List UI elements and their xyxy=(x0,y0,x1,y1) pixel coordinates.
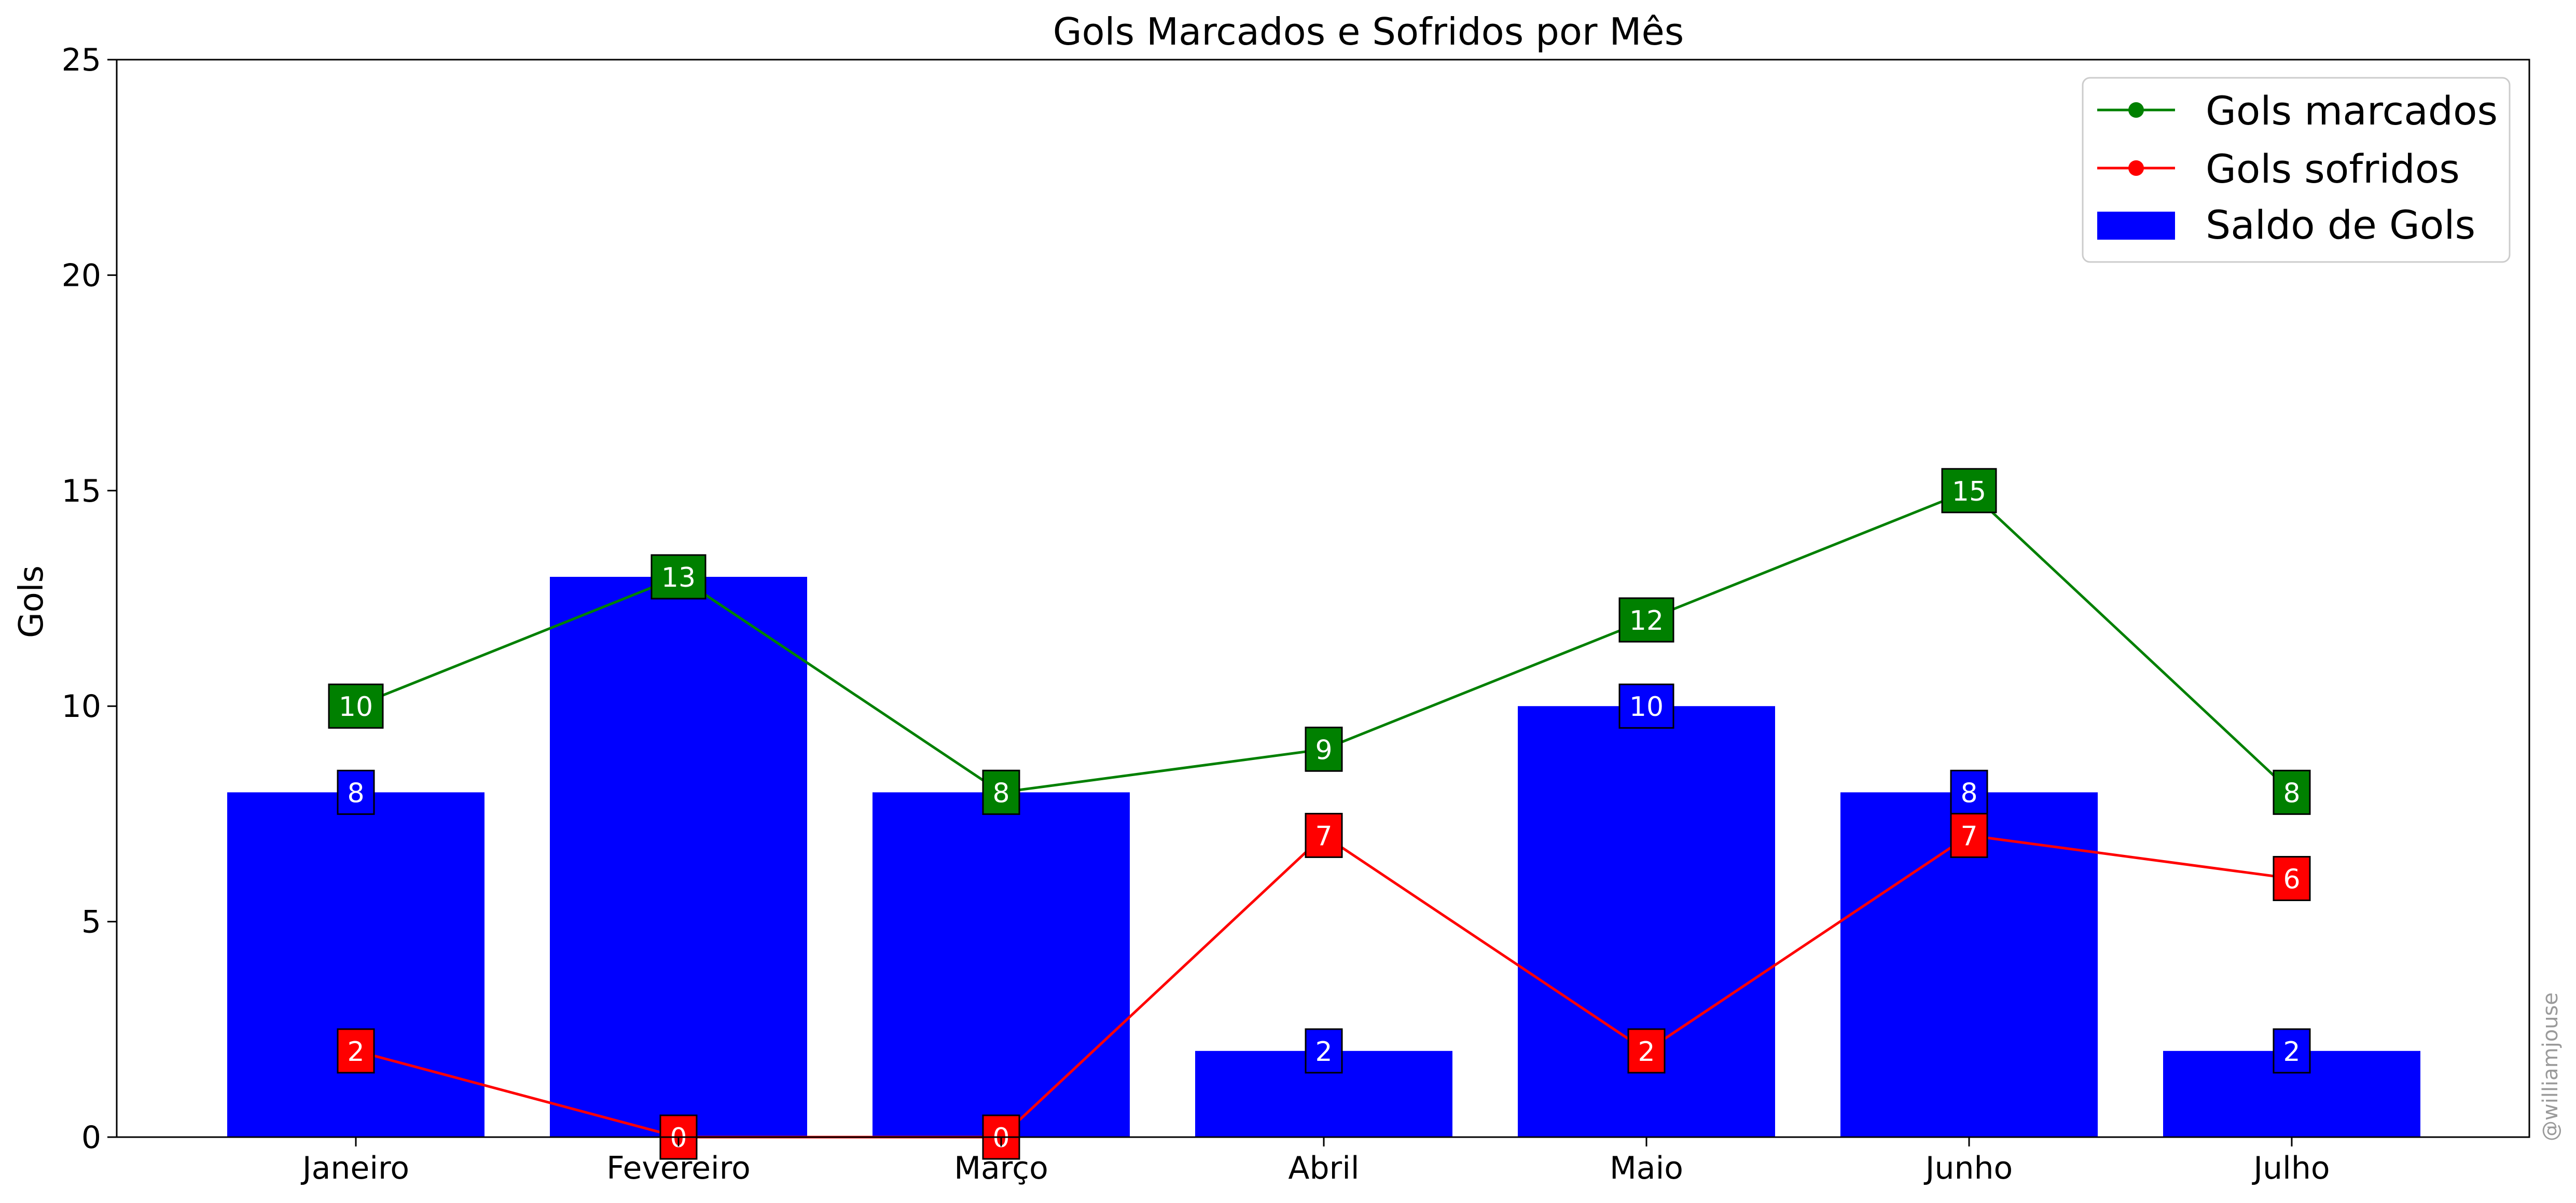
legend-label-gols-marcados: Gols marcados xyxy=(2206,88,2498,134)
legend-marker-gols-sofridos xyxy=(2128,160,2144,176)
x-tick-label-julho: Julho xyxy=(2251,1150,2330,1186)
data-label-saldo-de-gols-maio-box xyxy=(1618,683,1674,729)
data-label-gols-marcados-julho-box xyxy=(2273,769,2311,815)
data-label-gols-sofridos-abril-text: 7 xyxy=(1315,821,1332,852)
data-label-saldo-de-gols-janeiro-text: 8 xyxy=(347,778,364,809)
data-label-gols-marcados-janeiro: 10 xyxy=(328,683,384,729)
legend: Gols marcados Gols sofridos Saldo de Gol… xyxy=(2082,77,2511,263)
data-label-gols-marcados-junho-text: 15 xyxy=(1952,476,1986,507)
y-axis: 0 5 10 15 20 25 xyxy=(62,42,117,1156)
x-tick-label-marco: Março xyxy=(954,1150,1048,1186)
x-tick-label-fevereiro: Fevereiro xyxy=(606,1150,751,1186)
data-label-gols-sofridos-julho-text: 6 xyxy=(2283,864,2300,895)
data-label-gols-marcados-fevereiro: 13 xyxy=(650,554,707,600)
data-label-saldo-de-gols-maio: 10 xyxy=(1618,683,1674,729)
data-label-gols-marcados-abril: 9 xyxy=(1305,726,1343,772)
y-tick-label: 0 xyxy=(81,1119,101,1156)
data-label-gols-marcados-janeiro-box xyxy=(328,683,384,729)
data-label-gols-sofridos-maio: 2 xyxy=(1627,1028,1666,1074)
bars-layer xyxy=(227,576,2420,1137)
data-label-saldo-de-gols-julho-box xyxy=(2273,1028,2311,1074)
data-label-gols-marcados-abril-text: 9 xyxy=(1315,735,1332,766)
y-tick-label: 5 xyxy=(81,904,101,941)
data-label-saldo-de-gols-junho-text: 8 xyxy=(1960,778,1977,809)
data-label-saldo-de-gols-janeiro-box xyxy=(337,769,375,815)
y-tick-label: 20 xyxy=(62,257,101,294)
y-axis-label: Gols xyxy=(12,565,51,638)
data-label-gols-marcados-abril-box xyxy=(1305,726,1343,772)
data-label-gols-marcados-junho: 15 xyxy=(1941,468,1997,514)
data-label-gols-sofridos-julho: 6 xyxy=(2273,856,2311,902)
data-label-gols-marcados-maio-text: 12 xyxy=(1629,605,1664,637)
legend-label-saldo-de-gols: Saldo de Gols xyxy=(2206,202,2475,248)
y-tick-label: 25 xyxy=(62,42,101,78)
data-label-gols-marcados-julho: 8 xyxy=(2273,769,2311,815)
data-label-gols-marcados-marco-box xyxy=(982,769,1020,815)
data-label-gols-marcados-fevereiro-text: 13 xyxy=(661,562,696,593)
data-label-gols-marcados-marco: 8 xyxy=(982,769,1020,815)
bar-saldo-de-gols-janeiro xyxy=(227,792,484,1137)
data-label-gols-sofridos-maio-text: 2 xyxy=(1638,1036,1655,1068)
legend-marker-gols-marcados xyxy=(2128,102,2144,118)
data-label-gols-sofridos-junho: 7 xyxy=(1950,812,1988,858)
bar-saldo-de-gols-marco xyxy=(872,792,1130,1137)
data-label-gols-marcados-janeiro-text: 10 xyxy=(339,692,373,723)
data-label-gols-sofridos-maio-box xyxy=(1627,1028,1666,1074)
y-tick-label: 15 xyxy=(62,473,101,509)
data-label-gols-marcados-fevereiro-box xyxy=(650,554,707,600)
watermark: @williamjouse xyxy=(2539,992,2563,1141)
data-labels-layer: 813821082101389121582007276 xyxy=(328,468,2311,1160)
legend-swatch-saldo-de-gols xyxy=(2097,212,2175,240)
data-label-gols-sofridos-janeiro-text: 2 xyxy=(347,1036,364,1068)
data-label-gols-marcados-marco-text: 8 xyxy=(992,778,1009,809)
x-tick-label-junho: Junho xyxy=(1923,1150,2013,1186)
data-label-saldo-de-gols-abril-text: 2 xyxy=(1315,1036,1332,1068)
x-tick-label-abril: Abril xyxy=(1288,1150,1359,1186)
data-label-gols-sofridos-junho-text: 7 xyxy=(1960,821,1977,852)
y-tick-label: 10 xyxy=(62,688,101,725)
data-label-gols-marcados-julho-text: 8 xyxy=(2283,778,2300,809)
data-label-gols-sofridos-janeiro: 2 xyxy=(337,1028,375,1074)
data-label-saldo-de-gols-julho-text: 2 xyxy=(2283,1036,2300,1068)
data-label-saldo-de-gols-abril-box xyxy=(1305,1028,1343,1074)
legend-label-gols-sofridos: Gols sofridos xyxy=(2206,146,2460,192)
data-label-saldo-de-gols-maio-text: 10 xyxy=(1629,692,1664,723)
chart-title: Gols Marcados e Sofridos por Mês xyxy=(1053,10,1684,53)
x-tick-label-maio: Maio xyxy=(1610,1150,1683,1186)
data-label-saldo-de-gols-junho: 8 xyxy=(1950,769,1988,815)
data-label-gols-marcados-maio-box xyxy=(1618,597,1674,643)
data-label-gols-marcados-maio: 12 xyxy=(1618,597,1674,643)
data-label-gols-sofridos-janeiro-box xyxy=(337,1028,375,1074)
data-label-gols-sofridos-abril: 7 xyxy=(1305,812,1343,858)
data-label-saldo-de-gols-abril: 2 xyxy=(1305,1028,1343,1074)
data-label-gols-sofridos-abril-box xyxy=(1305,812,1343,858)
legend-frame xyxy=(2082,77,2511,263)
data-label-saldo-de-gols-julho: 2 xyxy=(2273,1028,2311,1074)
x-axis: Janeiro Fevereiro Março Abril Maio Junho Julho xyxy=(300,1137,2330,1186)
data-label-gols-sofridos-julho-box xyxy=(2273,856,2311,902)
data-label-gols-sofridos-junho-box xyxy=(1950,812,1988,858)
bar-saldo-de-gols-fevereiro xyxy=(550,576,807,1137)
x-tick-label-janeiro: Janeiro xyxy=(300,1150,409,1186)
data-label-saldo-de-gols-junho-box xyxy=(1950,769,1988,815)
data-label-gols-marcados-junho-box xyxy=(1941,468,1997,514)
data-label-saldo-de-gols-janeiro: 8 xyxy=(337,769,375,815)
